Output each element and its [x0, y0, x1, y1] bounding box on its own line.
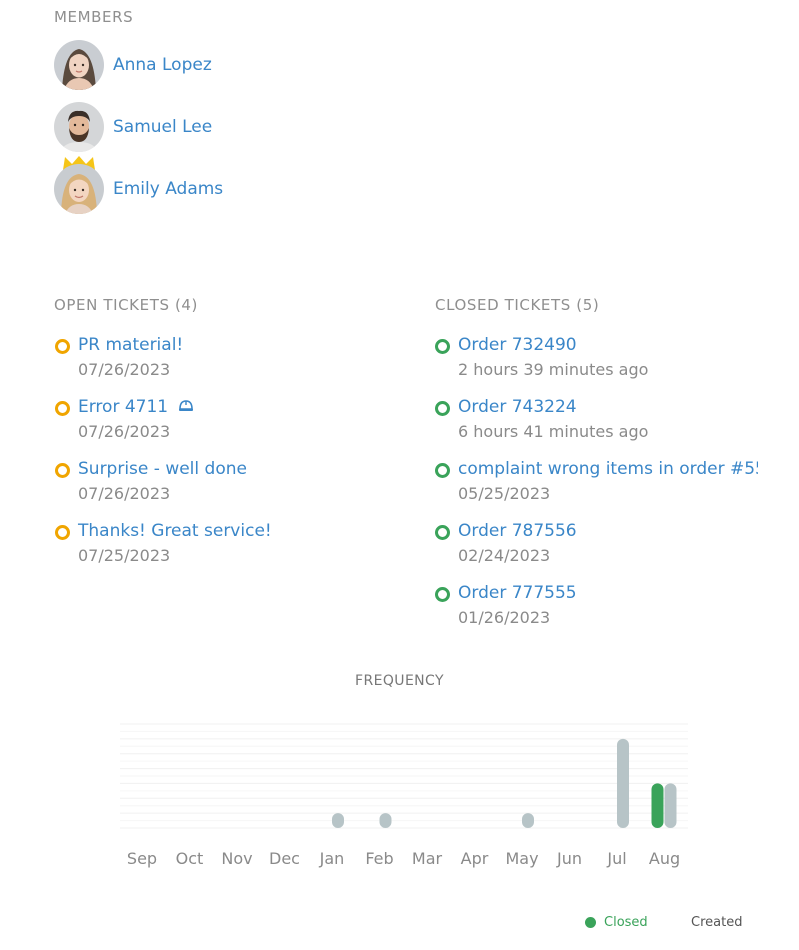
member-name[interactable]: Anna Lopez: [113, 55, 212, 75]
ticket-title[interactable]: Error 4711: [78, 397, 169, 417]
avatar: [54, 102, 104, 152]
helmet-icon: [178, 400, 193, 411]
bar-closed-aug[interactable]: [651, 783, 664, 828]
ticket-date: 07/26/2023: [78, 484, 171, 503]
closed-status-dot: [435, 463, 450, 478]
bar-created-feb[interactable]: [379, 813, 392, 828]
ticket-date: 05/25/2023: [458, 484, 551, 503]
bar-created-jan[interactable]: [332, 813, 344, 828]
member-anna-lopez[interactable]: Anna Lopez: [54, 39, 212, 91]
closed-status-dot: [435, 587, 450, 602]
x-tick-label: Sep: [127, 849, 157, 868]
ticket-title-wrap[interactable]: Error 4711: [78, 397, 194, 417]
ticket-title[interactable]: PR material!: [78, 335, 184, 355]
legend-closed-swatch: [585, 917, 596, 928]
ticket-title[interactable]: complaint wrong items in order #55...: [458, 459, 758, 479]
open-status-dot: [55, 463, 70, 478]
closed-tickets-title: CLOSED TICKETS (5): [435, 296, 600, 314]
person-photo-icon: [54, 164, 104, 214]
ticket-title[interactable]: Thanks! Great service!: [78, 521, 272, 541]
ticket-date: 07/26/2023: [78, 422, 171, 441]
open-tickets-title: OPEN TICKETS (4): [54, 296, 198, 314]
avatar: [54, 164, 104, 214]
person-photo-icon: [54, 40, 104, 90]
x-tick-label: Dec: [269, 849, 300, 868]
x-tick-label: Oct: [176, 849, 204, 868]
closed-status-dot: [435, 525, 450, 540]
members-title: MEMBERS: [54, 8, 134, 26]
ticket-date: 2 hours 39 minutes ago: [458, 360, 649, 379]
x-tick-label: Mar: [412, 849, 443, 868]
bar-created-aug[interactable]: [664, 783, 677, 828]
x-tick-label: Apr: [461, 849, 489, 868]
frequency-chart: Sep Oct Nov Dec Jan Feb Mar Apr May Jun Jul Aug: [120, 723, 688, 868]
ticket-title[interactable]: Surprise - well done: [78, 459, 247, 479]
ticket-date: 6 hours 41 minutes ago: [458, 422, 649, 441]
ticket-title[interactable]: Order 777555: [458, 583, 577, 603]
member-name[interactable]: Samuel Lee: [113, 117, 213, 137]
avatar: [54, 40, 104, 90]
ticket-date: 07/25/2023: [78, 546, 171, 565]
x-tick-label: Jan: [319, 849, 345, 868]
legend-created-label: Created: [691, 915, 743, 930]
x-tick-label: Nov: [221, 849, 252, 868]
x-tick-label: Jul: [606, 849, 626, 868]
closed-status-dot: [435, 401, 450, 416]
bar-created-jul[interactable]: [617, 738, 629, 828]
legend-closed[interactable]: Closed: [585, 915, 648, 930]
x-tick-label: Jun: [556, 849, 582, 868]
open-status-dot: [55, 339, 70, 354]
member-name[interactable]: Emily Adams: [113, 179, 224, 199]
ticket-date: 07/26/2023: [78, 360, 171, 379]
x-tick-label: Aug: [649, 849, 680, 868]
legend-created[interactable]: Created: [691, 915, 742, 930]
x-tick-label: May: [505, 849, 538, 868]
ticket-title[interactable]: Order 743224: [458, 397, 577, 417]
ticket-title[interactable]: Order 787556: [458, 521, 577, 541]
open-status-dot: [55, 525, 70, 540]
person-photo-icon: [54, 102, 104, 152]
legend-closed-label: Closed: [604, 915, 648, 930]
member-samuel-lee[interactable]: Samuel Lee: [54, 101, 212, 153]
closed-status-dot: [435, 339, 450, 354]
ticket-title[interactable]: Order 732490: [458, 335, 577, 355]
bar-created-may[interactable]: [522, 813, 534, 828]
open-status-dot: [55, 401, 70, 416]
ticket-date: 02/24/2023: [458, 546, 551, 565]
chart-title: FREQUENCY: [355, 673, 444, 689]
x-tick-label: Feb: [365, 849, 393, 868]
member-emily-adams[interactable]: Emily Adams: [54, 163, 223, 215]
ticket-date: 01/26/2023: [458, 608, 551, 627]
